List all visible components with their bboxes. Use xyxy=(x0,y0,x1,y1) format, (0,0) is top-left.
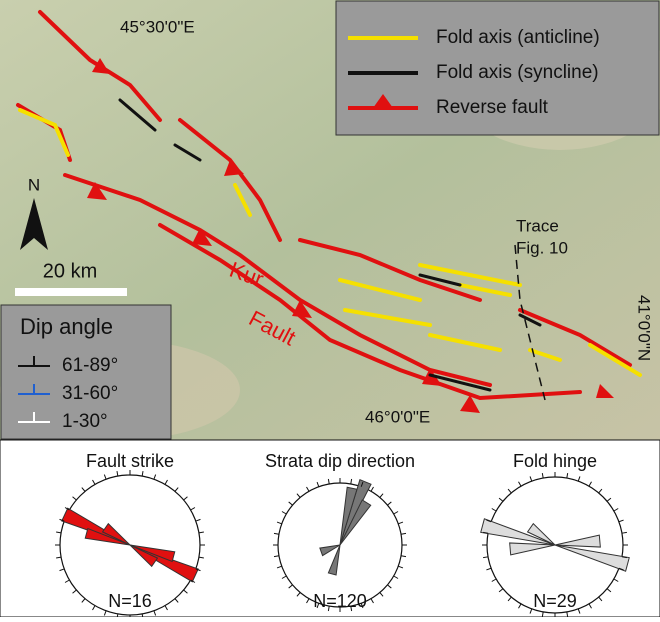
lat-label: 41°0'0"N xyxy=(635,295,654,361)
rose-count: N=16 xyxy=(108,591,152,611)
dip-label: 61-89° xyxy=(62,355,118,376)
legend-label: Fold axis (anticline) xyxy=(436,27,600,48)
rose-title: Strata dip direction xyxy=(265,451,415,471)
dip-label: 1-30° xyxy=(62,411,108,432)
lon-label: 45°30'0"E xyxy=(120,17,195,36)
dip-legend-title: Dip angle xyxy=(20,314,113,339)
rose-count: N=29 xyxy=(533,591,577,611)
lon-label: 46°0'0"E xyxy=(365,407,430,426)
legend-label: Fold axis (syncline) xyxy=(436,62,599,83)
scale-label: 20 km xyxy=(43,260,97,282)
figure: 45°30'0"E 46°0'0"E 41°0'0"N Trace Fig. 1… xyxy=(0,0,660,617)
scale-bar xyxy=(15,288,127,296)
dip-label: 31-60° xyxy=(62,383,118,404)
legend-label: Reverse fault xyxy=(436,97,549,118)
north-label: N xyxy=(28,175,40,194)
trace-label: Trace xyxy=(516,216,559,235)
rose-title: Fault strike xyxy=(86,451,174,471)
rose-title: Fold hinge xyxy=(513,451,597,471)
trace-label: Fig. 10 xyxy=(516,238,568,257)
